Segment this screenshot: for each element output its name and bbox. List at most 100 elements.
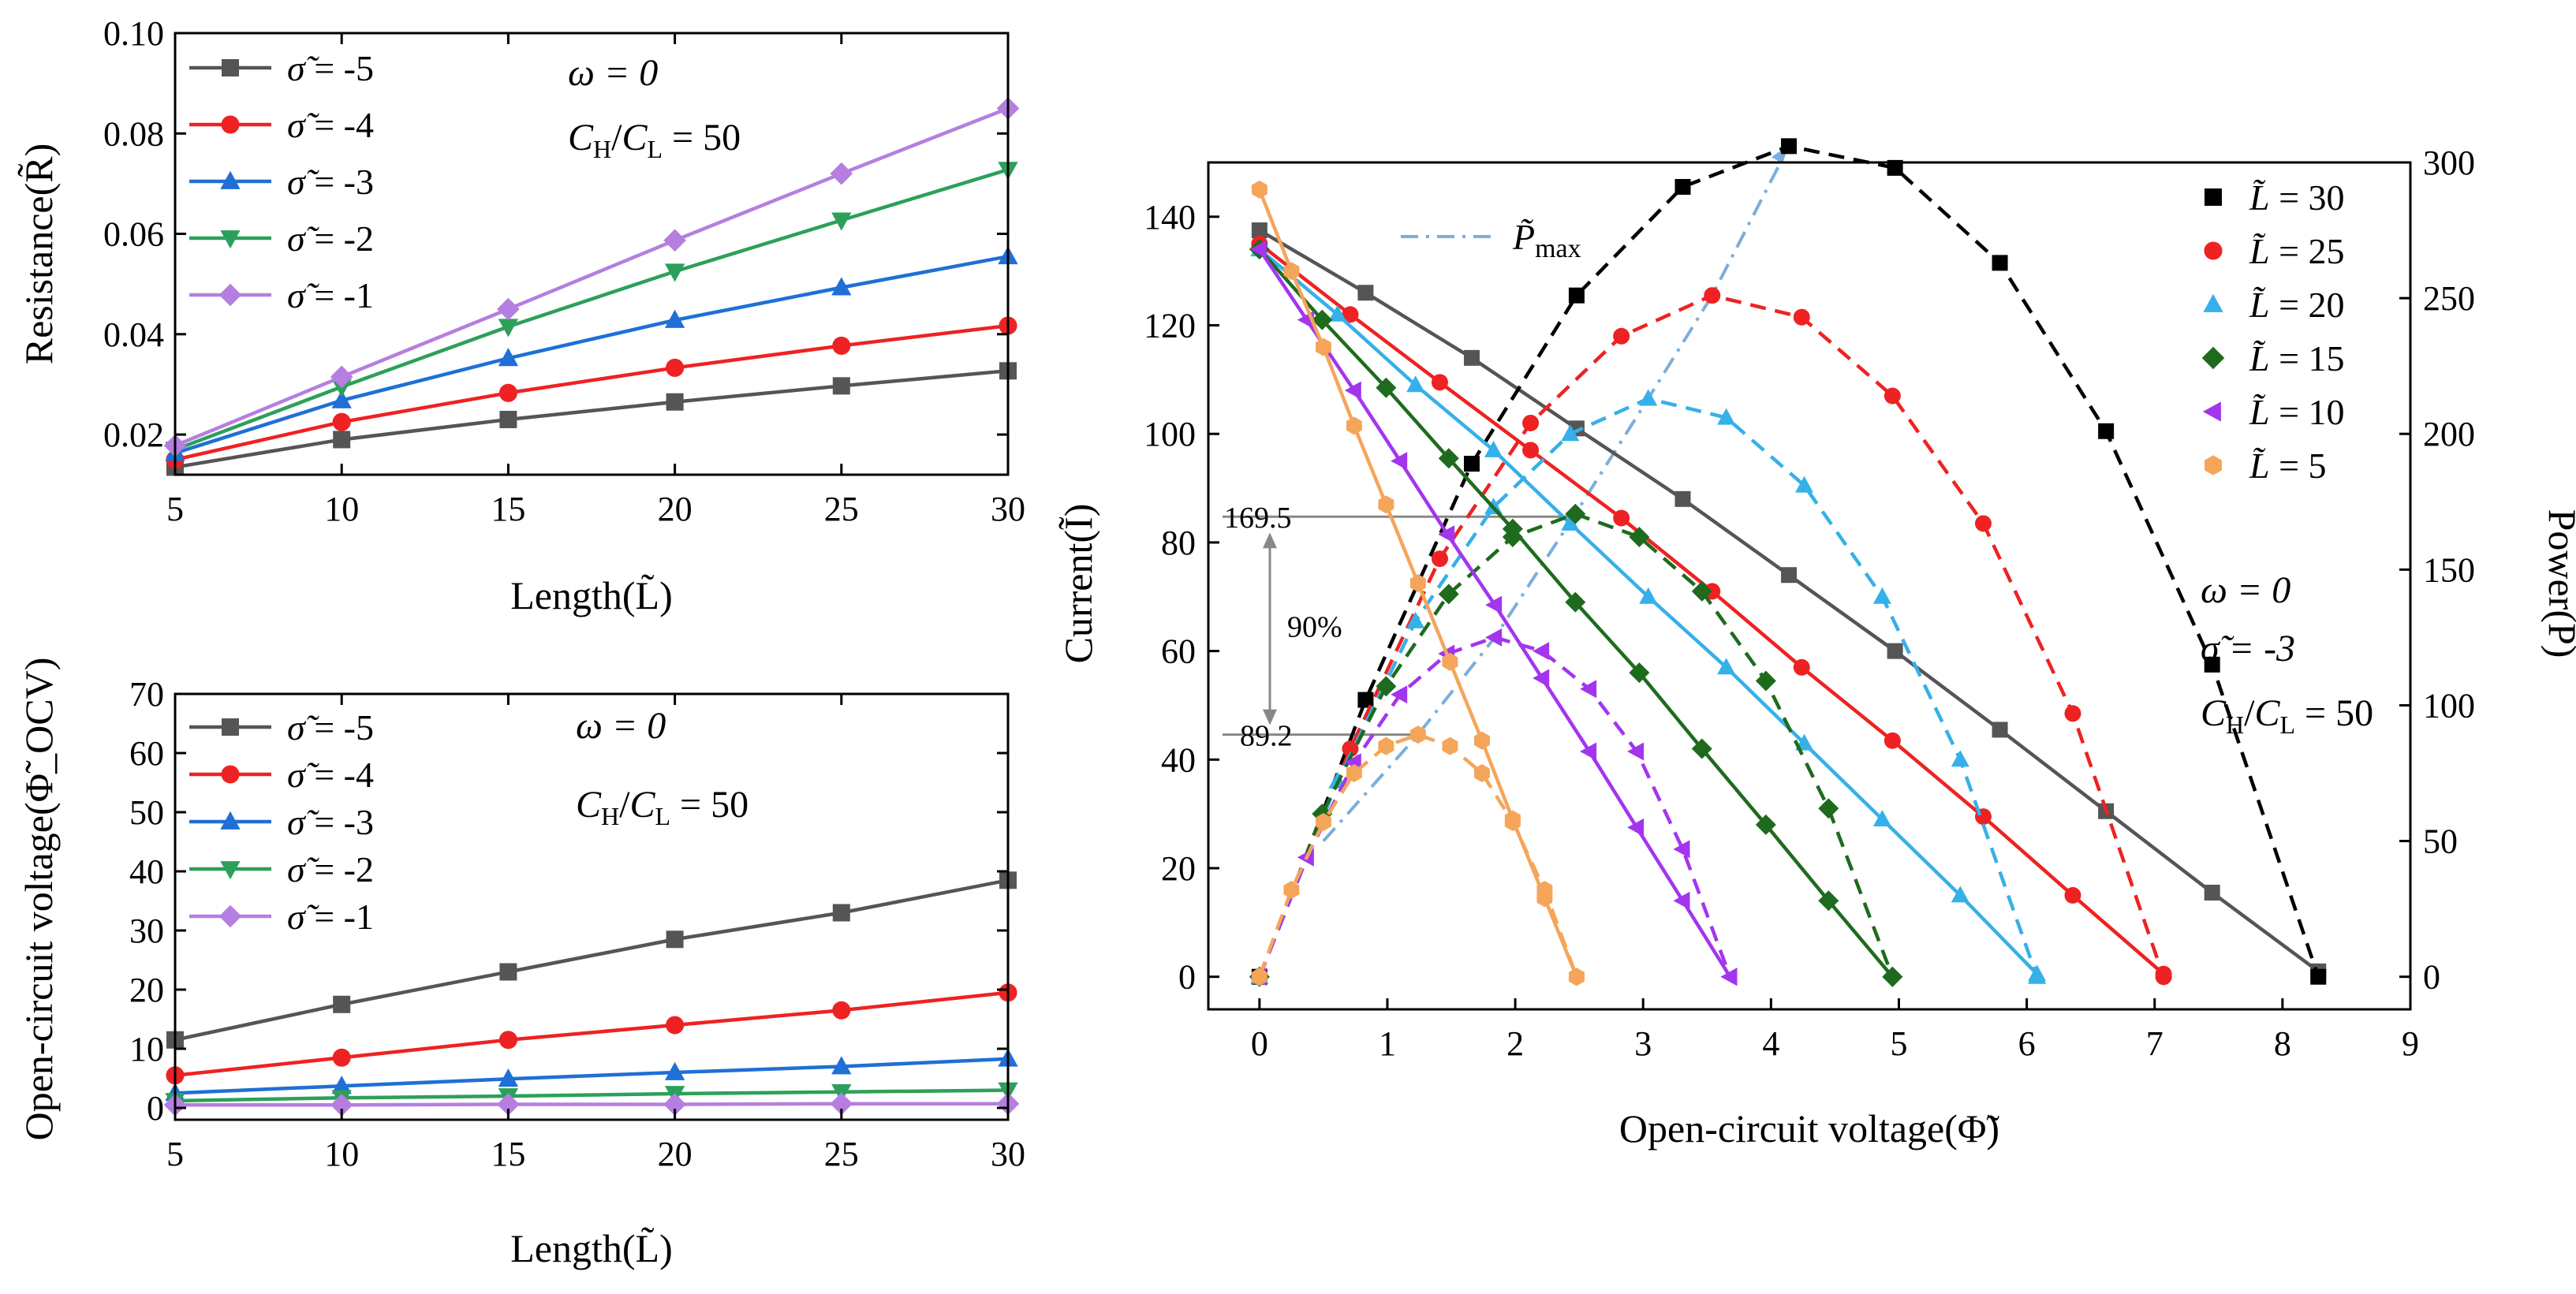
iv-legend-symbol: L̃ (2249, 392, 2270, 432)
iv-ytick-label: 80 (1161, 524, 1196, 562)
iv-current-point-2 (2064, 886, 2081, 904)
resistance-legend: σ̃ = -5 σ̃ = -4 σ̃ = -3 σ̃ = -2 σ̃ = -1 (189, 48, 374, 315)
iv-legend-label-6: L̃ = 5 (2249, 446, 2327, 486)
resistance-ytick-label: 0.06 (103, 215, 164, 254)
resistance-series-point-5 (830, 162, 853, 185)
resistance-legend-label-4: σ̃ = -2 (287, 218, 374, 259)
iv-power-point-4 (1818, 798, 1839, 819)
iv-current-point-5 (1485, 595, 1503, 614)
iv-xtick-label: 8 (2274, 1024, 2291, 1063)
ocv-legend-label-5-value: = -1 (305, 897, 374, 937)
iv-current-point-4 (1438, 448, 1459, 469)
iv-power-point-5 (1391, 685, 1408, 704)
iv-current-point-6 (1473, 731, 1490, 750)
iv-power-point-1 (1887, 159, 1903, 176)
resistance-series-point-3 (498, 348, 519, 367)
ocv-series-line-2 (174, 990, 1009, 1077)
iv-legend-marker (2201, 346, 2225, 370)
iv-current-point-3 (1328, 304, 1347, 322)
iv-power-point-2 (2064, 705, 2081, 722)
iv-power-point-6 (1536, 881, 1553, 900)
resistance-legend-label-4-value: = -2 (305, 218, 374, 259)
iv-ytick-label-right: 300 (2423, 144, 2475, 182)
iv-power-point-3 (2028, 967, 2047, 984)
iv-power-point-3 (1951, 750, 1969, 767)
iv-current-point-3 (1639, 587, 1658, 604)
iv-power-line-6 (1257, 733, 1579, 978)
ratio-c: C (568, 117, 594, 158)
iv-xtick-label: 0 (1251, 1024, 1268, 1063)
ocv-series-point-2 (332, 1048, 351, 1067)
ratio-l: L (647, 135, 663, 163)
iv-current-point-5 (1627, 818, 1645, 837)
ocv-ytick-label: 70 (129, 675, 164, 714)
iv-current-point-4 (1376, 377, 1397, 398)
ocv-ylabel: Open-circuit voltage(Φ̃_OCV) (17, 658, 61, 1141)
iv-sigma-note: σ̃ = -3 (2201, 628, 2295, 669)
ocv-ratio-value: = 50 (670, 784, 749, 826)
iv-ytick-label: 60 (1161, 632, 1196, 671)
iv-power-point-1 (2204, 656, 2220, 673)
ocv-series-point-1 (832, 904, 850, 922)
iv-legend-marker (2204, 241, 2223, 260)
iv-ratio-c: C (2201, 692, 2227, 734)
ocv-series-point-5 (330, 1093, 353, 1117)
iv-current-point-6 (1251, 180, 1267, 199)
ocv-ratio-c2: C (629, 784, 655, 826)
iv-power-point-1 (1674, 178, 1691, 195)
iv-plot-frame (1207, 161, 2412, 1011)
iv-legend-value: = 30 (2270, 177, 2345, 218)
iv-power-point-1 (1357, 692, 1374, 708)
iv-legend-label-1: L̃ = 30 (2249, 177, 2345, 218)
resistance-legend-marker (221, 115, 240, 134)
iv-power-point-1 (1463, 456, 1480, 472)
iv-ratio-arrowhead-down (1263, 709, 1277, 725)
iv-current-point-6 (1315, 337, 1331, 356)
resistance-series-point-1 (499, 411, 517, 428)
ocv-ytick-label: 60 (129, 734, 164, 773)
ocv-legend-label-4-value: = -2 (305, 849, 374, 889)
iv-current-point-2 (1793, 658, 1810, 676)
iv-power-point-3 (1872, 587, 1891, 604)
iv-power-point-2 (1793, 308, 1810, 326)
iv-power-point-1 (1781, 138, 1798, 155)
resistance-series-point-1 (666, 393, 684, 411)
resistance-legend-label-2-value: = -4 (305, 105, 374, 145)
iv-current-point-6 (1378, 495, 1394, 514)
iv-ylabel-right: Power(P̃) (2541, 509, 2576, 658)
resistance-legend-label-3-value: = -3 (305, 162, 374, 202)
iv-power-point-5 (1533, 642, 1550, 661)
ocv-series-point-3 (831, 1056, 852, 1075)
iv-current-point-3 (1717, 658, 1736, 675)
iv-current-point-1 (1781, 567, 1798, 584)
iv-xtick-label: 6 (2018, 1024, 2036, 1063)
resistance-xtick-label: 5 (166, 490, 184, 528)
iv-power-point-1 (1568, 287, 1585, 304)
resistance-series-point-4 (498, 319, 519, 337)
iv-power-point-4 (1629, 527, 1650, 548)
ocv-legend-marker (218, 904, 242, 928)
resistance-ytick-label: 0.02 (103, 416, 164, 454)
resistance-series-point-3 (331, 390, 352, 408)
ocv-ytick-label: 0 (147, 1089, 164, 1128)
iv-legend-label-4: L̃ = 15 (2249, 338, 2345, 379)
resistance-series-point-2 (498, 383, 517, 402)
pmax-legend-label: P̃max (1512, 217, 1581, 263)
iv-current-point-4 (1312, 309, 1333, 330)
ocv-series-point-3 (664, 1061, 685, 1080)
ocv-series-point-1 (499, 963, 517, 981)
iv-xtick-label: 1 (1379, 1024, 1396, 1063)
resistance-series-point-2 (332, 412, 351, 431)
iv-power-point-5 (1720, 968, 1738, 986)
iv-ytick-label-right: 150 (2423, 550, 2475, 589)
ocv-legend-label-3-value: = -3 (305, 802, 374, 842)
resistance-legend-marker (220, 170, 241, 189)
ocv-xtick-label: 15 (491, 1135, 525, 1173)
resistance-legend-label-5: σ̃ = -1 (287, 275, 374, 315)
iv-current-point-1 (1674, 490, 1691, 507)
iv-power-point-2 (1342, 740, 1359, 758)
iv-xtick-label: 4 (1762, 1024, 1779, 1063)
iv-power-point-4 (1691, 580, 1712, 602)
ocv-series-line-1 (174, 878, 1009, 1042)
